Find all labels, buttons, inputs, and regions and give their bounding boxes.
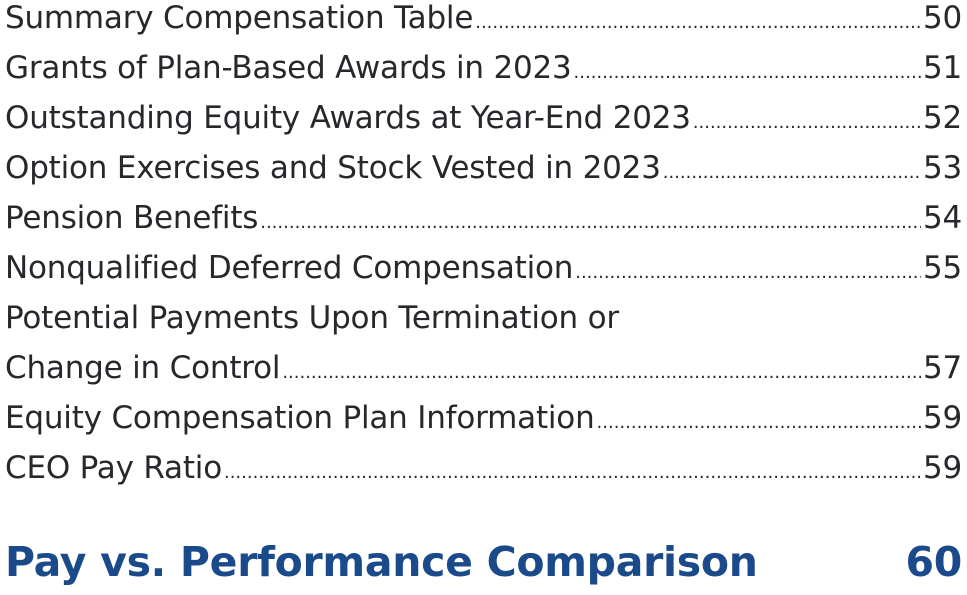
toc-entry-page: 59 bbox=[922, 400, 962, 436]
toc-entry-title: Pension Benefits bbox=[5, 200, 259, 236]
dot-leader bbox=[574, 62, 921, 83]
toc-entry-potential-payments[interactable]: Potential Payments Upon Termination or C… bbox=[5, 300, 962, 400]
toc-entry-grants-of-plan-based-awards[interactable]: Grants of Plan-Based Awards in 2023 51 bbox=[5, 50, 962, 100]
toc-entry-title: Outstanding Equity Awards at Year-End 20… bbox=[5, 100, 691, 136]
toc-entry-option-exercises[interactable]: Option Exercises and Stock Vested in 202… bbox=[5, 150, 962, 200]
toc-entry-title: Equity Compensation Plan Information bbox=[5, 400, 595, 436]
toc-entry-page: 51 bbox=[922, 50, 962, 86]
dot-leader bbox=[693, 112, 921, 133]
toc-entry-summary-compensation-table[interactable]: Summary Compensation Table 50 bbox=[5, 0, 962, 50]
toc-entry-title: Option Exercises and Stock Vested in 202… bbox=[5, 150, 661, 186]
dot-leader bbox=[663, 162, 921, 183]
dot-leader bbox=[575, 262, 921, 283]
dot-leader bbox=[224, 462, 921, 483]
toc-entry-title: Grants of Plan-Based Awards in 2023 bbox=[5, 50, 572, 86]
toc-entry-title: Summary Compensation Table bbox=[5, 0, 474, 36]
dot-leader bbox=[260, 212, 921, 233]
dot-leader bbox=[597, 412, 921, 433]
table-of-contents: Summary Compensation Table 50 Grants of … bbox=[5, 0, 962, 500]
toc-entry-pension-benefits[interactable]: Pension Benefits 54 bbox=[5, 200, 962, 250]
toc-entry-ceo-pay-ratio[interactable]: CEO Pay Ratio 59 bbox=[5, 450, 962, 500]
toc-entry-title-line2: Change in Control bbox=[5, 350, 281, 386]
toc-entry-outstanding-equity-awards[interactable]: Outstanding Equity Awards at Year-End 20… bbox=[5, 100, 962, 150]
toc-entry-page: 59 bbox=[922, 450, 962, 486]
toc-entry-equity-compensation-plan-information[interactable]: Equity Compensation Plan Information 59 bbox=[5, 400, 962, 450]
toc-entry-page: 57 bbox=[922, 350, 962, 386]
toc-entry-page: 52 bbox=[922, 100, 962, 136]
section-heading-title: Pay vs. Performance Comparison bbox=[5, 538, 758, 586]
toc-entry-title: Nonqualified Deferred Compensation bbox=[5, 250, 574, 286]
section-heading-page: 60 bbox=[905, 538, 963, 586]
toc-entry-page: 53 bbox=[922, 150, 962, 186]
dot-leader bbox=[282, 362, 921, 383]
section-heading-pay-vs-performance[interactable]: Pay vs. Performance Comparison 60 bbox=[5, 538, 962, 586]
toc-entry-page: 50 bbox=[922, 0, 962, 36]
toc-entry-page: 54 bbox=[922, 200, 962, 236]
dot-leader bbox=[475, 12, 921, 33]
toc-entry-title-line1: Potential Payments Upon Termination or bbox=[5, 300, 619, 336]
toc-entry-title: CEO Pay Ratio bbox=[5, 450, 222, 486]
toc-entry-page: 55 bbox=[922, 250, 962, 286]
toc-entry-nonqualified-deferred-compensation[interactable]: Nonqualified Deferred Compensation 55 bbox=[5, 250, 962, 300]
